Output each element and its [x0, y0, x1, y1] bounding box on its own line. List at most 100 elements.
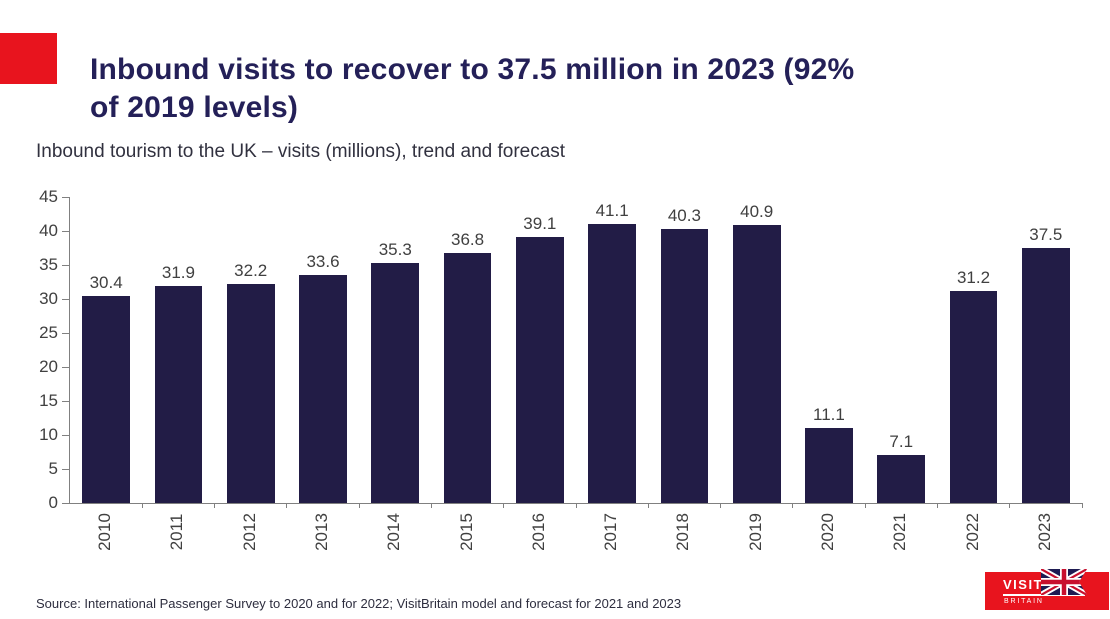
- x-axis-label-cell: 2011: [141, 506, 213, 558]
- x-tick-mark: [503, 503, 505, 508]
- y-tick-label: 40: [39, 221, 58, 241]
- bar-2017: [588, 223, 636, 503]
- chart-subtitle: Inbound tourism to the UK – visits (mill…: [36, 141, 566, 162]
- bar-slot: 40.3: [648, 197, 720, 503]
- bar-slot: 11.1: [793, 197, 865, 503]
- bar-2018: [660, 228, 709, 503]
- y-tick-label: 35: [39, 255, 58, 274]
- x-axis-label-cell: 2021: [864, 506, 936, 558]
- bar-value-label: 40.9: [740, 201, 774, 221]
- bar-2013: [299, 274, 347, 503]
- x-axis-labels: 2010 2011 2012 2013 2014 2015 2016 2017 2018 2019…: [69, 506, 1081, 558]
- visitbritain-logo: VISIT BRITAIN: [985, 569, 1109, 610]
- bar-value-label: 32.2: [234, 261, 268, 281]
- bar-slot: 37.5: [1010, 197, 1082, 503]
- y-tick-label: 15: [39, 391, 58, 411]
- logo-underline: [1003, 594, 1085, 596]
- bar-value-label: 11.1: [813, 404, 845, 424]
- x-tick-mark: [936, 503, 938, 508]
- bar-2023: [1021, 248, 1070, 503]
- bar-2022: [949, 290, 998, 503]
- bar-value-label: 37.5: [1029, 225, 1063, 244]
- bar-value-label: 7.1: [889, 431, 914, 451]
- bar-2014: [371, 262, 420, 503]
- bar-value-label: 41.1: [595, 200, 629, 220]
- bar-2011: [154, 286, 203, 503]
- x-axis-label-cell: 2018: [647, 506, 719, 558]
- bar-value-label: 33.6: [306, 251, 340, 271]
- y-tick-mark: [62, 264, 69, 266]
- logo-visit-text: VISIT: [1003, 577, 1044, 592]
- x-tick-label: 2023: [1034, 513, 1054, 551]
- y-tick-mark: [62, 332, 69, 334]
- x-tick-mark: [864, 503, 866, 508]
- bar-slot: 7.1: [865, 197, 937, 503]
- x-axis-label-cell: 2016: [503, 506, 575, 558]
- bar-slot: 41.1: [576, 197, 648, 503]
- x-tick-mark: [430, 503, 432, 508]
- x-tick-mark: [1081, 503, 1083, 508]
- bar-slot: 35.3: [359, 197, 431, 503]
- y-tick-label: 0: [48, 493, 58, 512]
- y-tick-label: 20: [39, 357, 58, 377]
- bar-slot: 40.9: [721, 197, 793, 503]
- x-axis-label-cell: 2020: [792, 506, 864, 558]
- x-tick-mark: [286, 503, 288, 508]
- union-jack-flag-icon: [1041, 569, 1087, 595]
- x-tick-label: 2013: [311, 513, 331, 551]
- bar-2019: [732, 224, 781, 503]
- logo-britain-text: BRITAIN: [1004, 598, 1044, 605]
- y-tick-label: 5: [48, 459, 58, 479]
- x-tick-label: 2015: [456, 513, 476, 551]
- bar-slot: 32.2: [215, 197, 287, 503]
- x-tick-label: 2020: [817, 513, 837, 551]
- bar-slot: 36.8: [431, 197, 503, 503]
- bar-slot: 30.4: [70, 197, 142, 503]
- y-tick-label: 10: [39, 425, 58, 445]
- x-tick-label: 2018: [673, 513, 693, 551]
- y-tick-label: 25: [39, 323, 58, 342]
- x-axis-label-cell: 2013: [286, 506, 358, 558]
- x-tick-mark: [720, 503, 722, 508]
- bar-2010: [82, 296, 130, 503]
- y-ticks: [62, 196, 70, 504]
- x-tick-mark: [1009, 503, 1011, 508]
- bar-slot: 33.6: [287, 197, 359, 503]
- bar-2020: [805, 427, 853, 503]
- x-tick-label: 2017: [601, 513, 621, 551]
- y-tick-mark: [62, 196, 69, 198]
- x-tick-mark: [575, 503, 577, 508]
- x-axis-label-cell: 2019: [720, 506, 792, 558]
- x-axis-label-cell: 2015: [430, 506, 502, 558]
- x-axis-label-cell: 2012: [214, 506, 286, 558]
- x-tick-mark: [141, 503, 143, 508]
- y-tick-mark: [62, 298, 69, 300]
- bar-slot: 31.9: [142, 197, 214, 503]
- x-axis-label-cell: 2023: [1009, 506, 1081, 558]
- y-tick-mark: [62, 230, 69, 232]
- y-tick-label: 45: [39, 187, 58, 206]
- bar-2021: [877, 454, 926, 503]
- x-tick-label: 2014: [384, 513, 404, 551]
- x-ticks: [70, 503, 1083, 509]
- y-axis-labels: 0 5 10 15 20 25 30 35 40 45: [0, 188, 58, 512]
- y-tick-mark: [62, 434, 69, 436]
- bar-value-label: 30.4: [89, 273, 123, 293]
- x-tick-mark: [358, 503, 360, 508]
- y-tick-label: 30: [39, 289, 58, 309]
- x-tick-mark: [214, 503, 216, 508]
- y-tick-mark: [62, 400, 69, 402]
- plot-area: 30.4 31.9 32.2 33.6 35.3 36.8 39.1 41.1 40.3 40.9…: [62, 196, 1083, 508]
- y-tick-mark: [62, 366, 69, 368]
- x-axis-label-cell: 2014: [358, 506, 430, 558]
- x-axis-label-cell: 2010: [69, 506, 141, 558]
- bar-2016: [515, 237, 564, 503]
- x-tick-label: 2016: [528, 513, 548, 551]
- x-tick-label: 2022: [962, 513, 982, 551]
- y-tick-mark: [62, 502, 69, 504]
- bar-value-label: 35.3: [378, 239, 412, 259]
- x-tick-label: 2011: [167, 513, 187, 551]
- bar-value-label: 40.3: [667, 205, 701, 225]
- bars-container: 30.4 31.9 32.2 33.6 35.3 36.8 39.1 41.1 40.3 40.9…: [70, 197, 1082, 503]
- bar-value-label: 36.8: [451, 229, 485, 249]
